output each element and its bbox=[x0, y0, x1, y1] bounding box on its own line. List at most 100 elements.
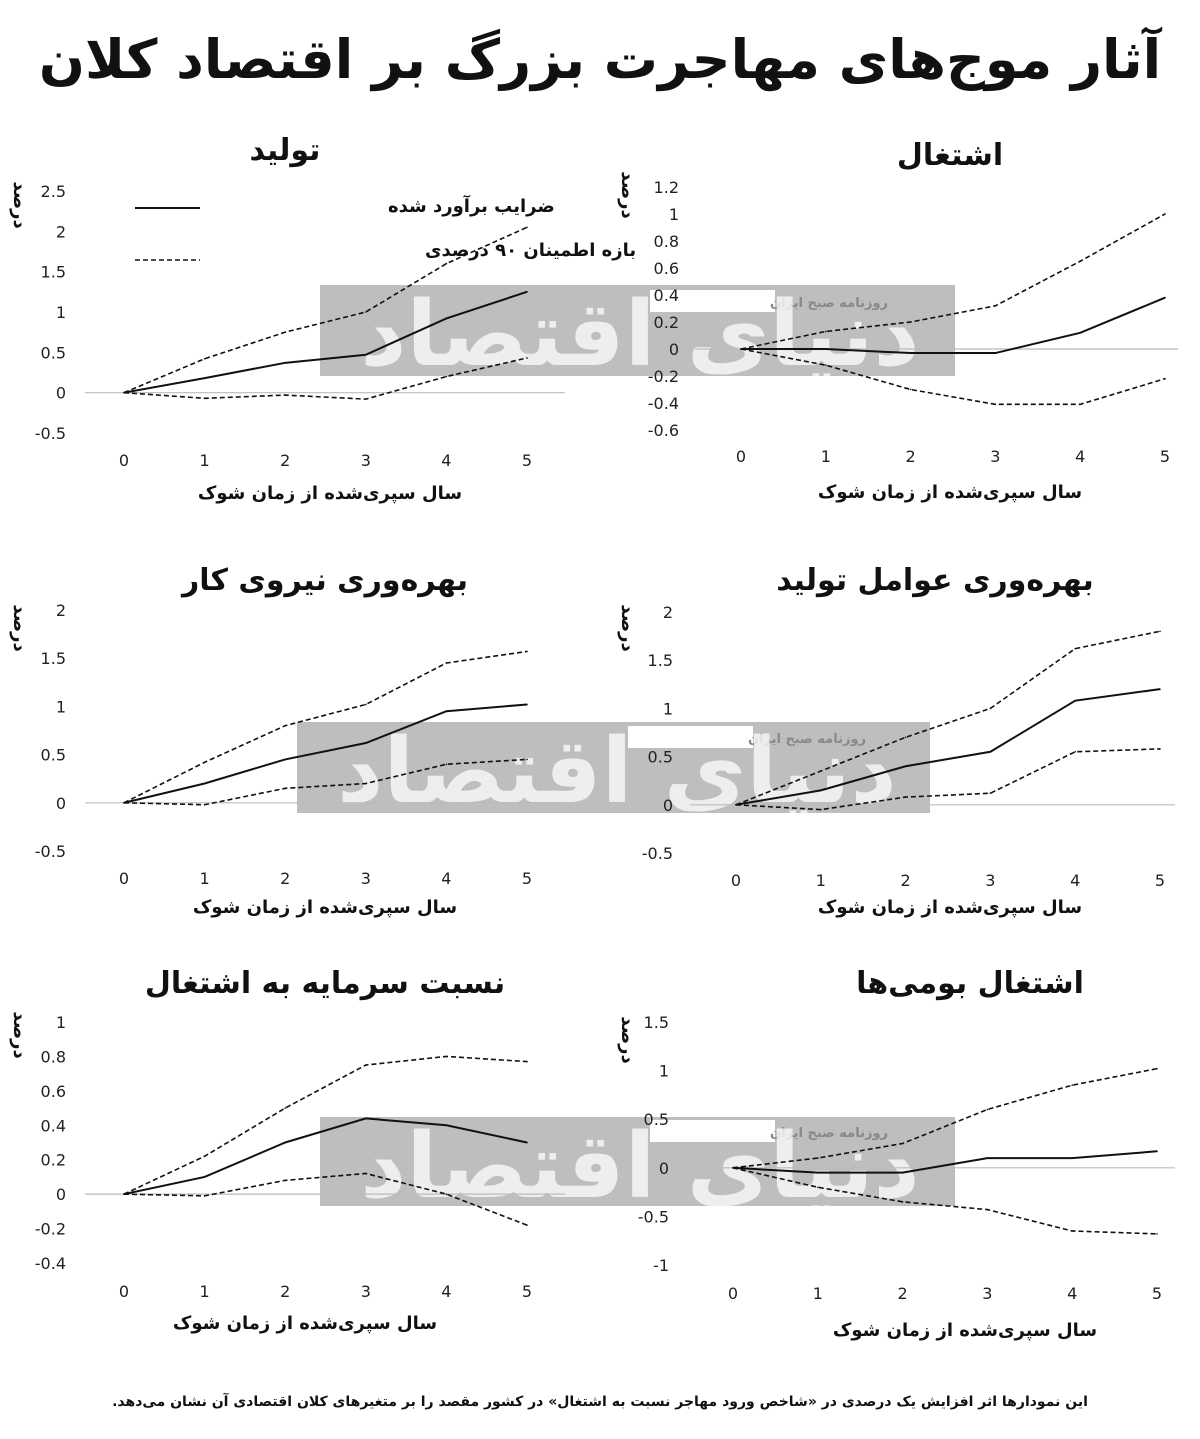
data-point bbox=[994, 352, 997, 354]
y-tick-label: 0.5 bbox=[648, 748, 673, 767]
data-point bbox=[365, 311, 367, 313]
data-point bbox=[986, 1208, 989, 1211]
data-point bbox=[1164, 213, 1166, 215]
series-line-confidence-band bbox=[732, 1167, 1158, 1235]
data-point bbox=[1071, 1157, 1073, 1159]
watermark-logo: دنیای اقتصاد bbox=[337, 719, 897, 824]
data-point bbox=[365, 353, 367, 356]
data-point bbox=[1074, 699, 1076, 702]
data-point bbox=[904, 765, 907, 768]
chart-title: اشتغال bbox=[897, 138, 1003, 173]
data-point bbox=[203, 803, 206, 806]
x-tick-label: 1 bbox=[200, 451, 210, 470]
data-point bbox=[123, 1193, 125, 1195]
x-tick-label: 4 bbox=[1075, 447, 1085, 466]
x-tick-label: 4 bbox=[441, 451, 451, 470]
data-point bbox=[365, 1172, 367, 1175]
series-line-estimate bbox=[123, 703, 528, 804]
y-tick-label: -0.5 bbox=[35, 424, 66, 443]
data-point bbox=[989, 792, 992, 795]
data-point bbox=[986, 1157, 989, 1159]
y-tick-label: 0.5 bbox=[41, 343, 66, 362]
data-point bbox=[365, 742, 367, 744]
data-point bbox=[365, 1117, 367, 1120]
x-axis-label: سال سپری‌شده از زمان شوک bbox=[173, 1313, 437, 1334]
series-line-estimate bbox=[123, 1117, 528, 1196]
y-tick-label: 0 bbox=[659, 1159, 669, 1178]
data-point bbox=[1074, 750, 1076, 753]
y-axis-label: درصد bbox=[9, 181, 30, 228]
data-point bbox=[1079, 260, 1081, 263]
chart-title: اشتغال بومی‌ها bbox=[856, 966, 1084, 1001]
watermark-box bbox=[320, 1117, 955, 1206]
data-point bbox=[203, 397, 206, 400]
data-point bbox=[820, 789, 822, 792]
watermark-label-bg bbox=[628, 726, 753, 748]
y-tick-label: 0.2 bbox=[41, 1151, 66, 1170]
y-tick-label: -0.5 bbox=[35, 842, 66, 861]
y-tick-label: 1.5 bbox=[648, 651, 673, 670]
series-line-estimate bbox=[123, 290, 528, 394]
x-tick-label: 4 bbox=[441, 869, 451, 888]
data-point bbox=[203, 357, 206, 360]
series-line-estimate bbox=[735, 688, 1161, 806]
y-axis-label: درصد bbox=[617, 171, 638, 218]
data-point bbox=[526, 650, 528, 653]
y-tick-label: 1 bbox=[669, 205, 679, 224]
x-axis-label: سال سپری‌شده از زمان شوک bbox=[818, 897, 1082, 918]
series-line-confidence-band bbox=[123, 1172, 528, 1226]
data-point bbox=[901, 1201, 904, 1203]
x-tick-label: 1 bbox=[816, 871, 826, 890]
chart-title: بهره‌وری نیروی کار bbox=[180, 563, 468, 598]
data-point bbox=[825, 364, 827, 367]
watermark-logo: دنیای اقتصاد bbox=[360, 1114, 920, 1219]
y-tick-label: 0 bbox=[663, 796, 673, 815]
x-tick-label: 2 bbox=[898, 1284, 908, 1303]
y-tick-label: 0.6 bbox=[654, 259, 679, 278]
data-point bbox=[526, 1141, 528, 1144]
y-tick-label: 1.5 bbox=[41, 649, 66, 668]
series-line-estimate bbox=[741, 296, 1166, 355]
data-point bbox=[909, 388, 912, 391]
y-axis-label: درصد bbox=[617, 604, 638, 651]
data-point bbox=[1164, 377, 1166, 380]
x-tick-label: 2 bbox=[280, 1282, 290, 1301]
watermark-label: روزنامه صبح ایران bbox=[770, 296, 888, 311]
x-axis-label: سال سپری‌شده از زمان شوک bbox=[818, 482, 1082, 503]
watermark-box bbox=[320, 285, 955, 376]
x-tick-label: 3 bbox=[361, 451, 371, 470]
y-tick-label: -0.4 bbox=[648, 394, 679, 413]
x-tick-label: 5 bbox=[522, 1282, 532, 1301]
data-point bbox=[445, 763, 448, 766]
x-tick-label: 0 bbox=[119, 451, 129, 470]
chart-panel: 2 1.5 1 0.5 0 -0.5 0 1 2 3 4 5 بهره‌وری نیروی کار سال… bbox=[9, 563, 565, 918]
x-tick-label: 0 bbox=[728, 1284, 738, 1303]
data-point bbox=[284, 787, 287, 790]
y-tick-label: 0 bbox=[669, 340, 679, 359]
chart-title: بهره‌وری عوامل تولید bbox=[776, 563, 1094, 598]
y-tick-label: 2 bbox=[56, 222, 66, 241]
watermark-label: روزنامه صبح ایران bbox=[770, 1126, 888, 1141]
y-axis-label: درصد bbox=[9, 1011, 30, 1058]
data-point bbox=[526, 1224, 528, 1226]
series-line-confidence-band bbox=[123, 357, 528, 400]
y-tick-label: 0 bbox=[56, 384, 66, 403]
x-tick-label: 3 bbox=[982, 1284, 992, 1303]
data-point bbox=[1159, 688, 1161, 690]
data-point bbox=[909, 352, 912, 354]
x-tick-label: 5 bbox=[522, 451, 532, 470]
data-point bbox=[284, 1141, 287, 1144]
data-point bbox=[735, 804, 737, 806]
x-axis-label: سال سپری‌شده از زمان شوک bbox=[198, 483, 462, 504]
data-point bbox=[445, 1193, 448, 1195]
data-point bbox=[365, 782, 367, 785]
data-point bbox=[994, 305, 997, 307]
data-point bbox=[284, 1107, 287, 1109]
x-tick-label: 0 bbox=[736, 447, 746, 466]
data-point bbox=[904, 796, 907, 798]
y-tick-label: 0.5 bbox=[644, 1110, 669, 1129]
data-point bbox=[203, 761, 206, 764]
data-point bbox=[825, 348, 827, 350]
